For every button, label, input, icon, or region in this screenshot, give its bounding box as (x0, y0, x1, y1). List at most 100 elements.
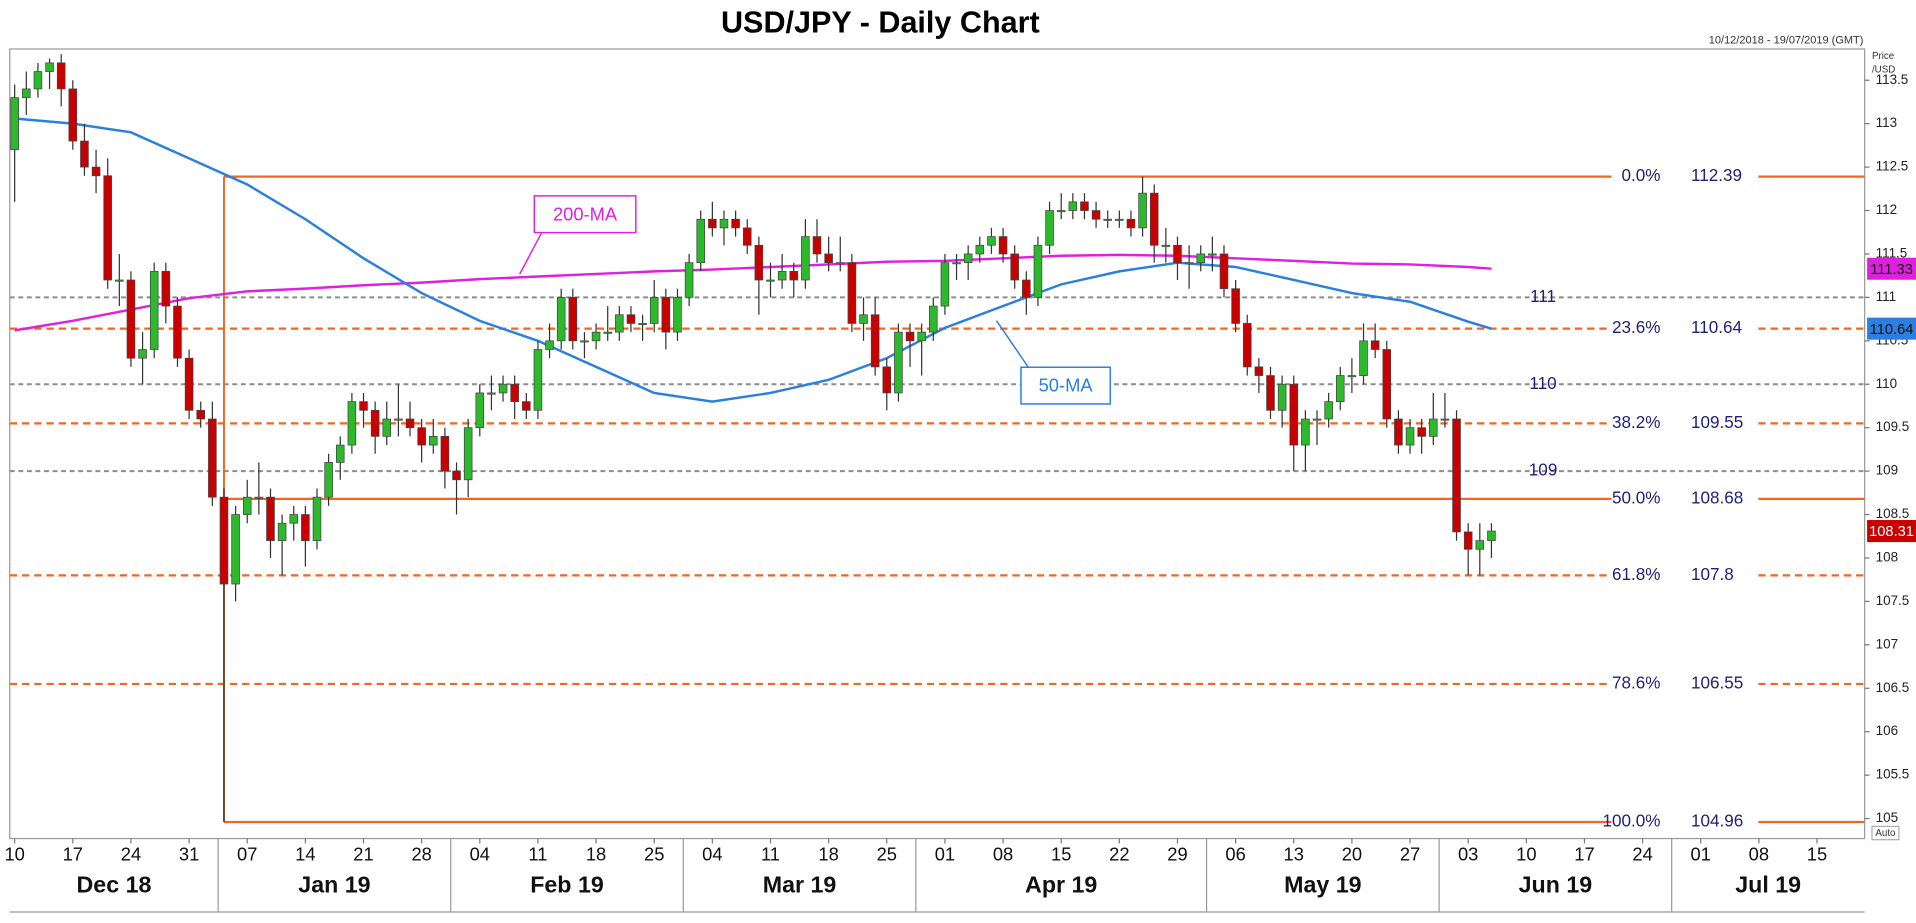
candle-body (673, 297, 682, 333)
fib-percent: 50.0% (1612, 488, 1660, 507)
x-tick-label: 01 (935, 844, 955, 865)
annotation-connector (995, 320, 1029, 368)
candle-body (196, 409, 206, 420)
candle-body (1289, 383, 1299, 446)
candle-body (1394, 418, 1403, 446)
candle-body (1347, 375, 1357, 378)
candle-body (405, 418, 415, 429)
candle-body (998, 236, 1008, 255)
candle-body (522, 401, 531, 411)
candle-body (1184, 262, 1194, 265)
candle-body (638, 323, 647, 326)
candle-body (789, 270, 799, 281)
date-range: 10/12/2018 - 19/07/2019 (GMT) (1709, 34, 1864, 46)
candle-body (475, 392, 485, 429)
chart-title: USD/JPY - Daily Chart (721, 6, 1040, 40)
y-tick-label: 107.5 (1876, 593, 1910, 608)
candle-body (1138, 192, 1147, 229)
candle-body (533, 349, 543, 411)
candle-body (940, 262, 950, 307)
candle-body (1161, 244, 1171, 247)
candle-body (312, 496, 322, 541)
candle-body (33, 71, 43, 90)
month-label: Jun 19 (1519, 871, 1593, 897)
candle-body (987, 236, 996, 246)
candle-body (1312, 418, 1322, 421)
x-tick-label: 24 (1632, 844, 1652, 865)
candle-body (68, 88, 78, 142)
y-tick-label: 106.5 (1876, 680, 1910, 695)
fib-label-bg (1611, 565, 1759, 586)
fib-label-bg (1611, 413, 1759, 434)
candle-body (173, 305, 182, 359)
candle-body (870, 314, 880, 368)
x-tick-label: 07 (237, 844, 257, 865)
scale-button[interactable] (1871, 825, 1900, 841)
annotation-connector (519, 232, 543, 275)
candle-body (510, 383, 519, 402)
candle-body (719, 218, 729, 229)
x-tick-label: 27 (1400, 844, 1420, 865)
candle-body (1033, 244, 1043, 298)
candle-body (1010, 253, 1019, 281)
candle-body (708, 218, 717, 229)
candle-body (1301, 418, 1310, 446)
candle-body (149, 270, 159, 350)
x-tick-label: 03 (1458, 844, 1478, 865)
fib-label-bg (1611, 674, 1759, 694)
x-tick-label: 21 (353, 844, 373, 865)
month-label: Jan 19 (298, 871, 370, 897)
candle-body (1382, 349, 1392, 420)
fib-label-bg (1611, 812, 1759, 832)
x-tick-label: 15 (1807, 844, 1827, 865)
candle-body (1126, 218, 1136, 229)
candle-body (289, 514, 299, 524)
fib-label-bg (1611, 318, 1759, 339)
fib-value: 108.68 (1691, 488, 1743, 507)
reference-label: 111 (1530, 287, 1556, 306)
x-tick-label: 04 (470, 844, 490, 865)
last-value-label: 108.31 (1869, 524, 1914, 540)
y-tick-label: 111.5 (1876, 246, 1908, 261)
candle-body (661, 297, 671, 333)
candle-body (1242, 323, 1252, 368)
x-tick-label: 01 (1691, 844, 1711, 865)
candle-body (242, 496, 252, 515)
x-tick-label: 15 (1051, 844, 1071, 865)
scale-mode[interactable]: Auto (1875, 828, 1896, 839)
fib-value: 104.96 (1691, 812, 1743, 831)
fib-label-bg (1611, 489, 1759, 509)
x-tick-label: 13 (1284, 844, 1304, 865)
candle-body (1208, 253, 1217, 256)
candle-body (1440, 418, 1450, 421)
candle-body (568, 297, 578, 342)
candle-body (847, 262, 857, 324)
annotation-box (1020, 366, 1111, 405)
candle-body (591, 331, 601, 342)
last-value-label: 110.64 (1870, 322, 1914, 338)
y-tick-label: 111 (1876, 289, 1896, 304)
last-value-box (1867, 520, 1916, 543)
fib-value: 107.8 (1691, 565, 1734, 584)
candle-body (347, 401, 357, 446)
candle-body (824, 253, 833, 264)
fib-value: 110.64 (1691, 318, 1743, 337)
x-tick-label: 08 (993, 844, 1013, 865)
fib-percent: 0.0% (1621, 166, 1660, 185)
x-tick-label: 18 (586, 844, 606, 865)
y-tick-label: 105 (1876, 810, 1898, 825)
candle-body (1045, 210, 1054, 246)
month-label: Dec 18 (77, 871, 152, 897)
candle-body (184, 357, 194, 411)
y-tick-label: 106 (1876, 723, 1898, 738)
fib-percent: 78.6% (1612, 673, 1660, 692)
candle-body (649, 297, 659, 324)
candle-body (859, 314, 868, 324)
axis-label: /USD (1872, 64, 1895, 75)
candle-body (626, 314, 636, 324)
candle-body (742, 227, 752, 246)
y-tick-label: 113 (1876, 115, 1897, 130)
fib-percent: 23.6% (1612, 318, 1660, 337)
candle-body (556, 297, 566, 342)
candle-body (1254, 366, 1264, 376)
